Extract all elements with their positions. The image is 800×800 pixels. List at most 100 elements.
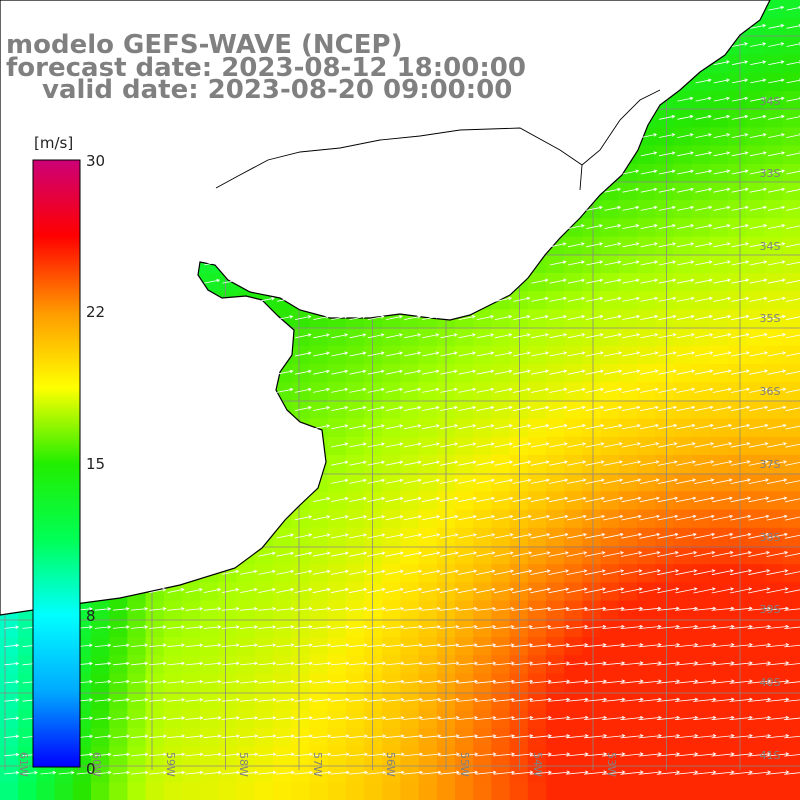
wind-arrow bbox=[768, 114, 785, 120]
wind-arrow bbox=[658, 351, 677, 357]
wind-arrow bbox=[639, 532, 661, 539]
wind-arrow bbox=[349, 369, 367, 375]
wind-arrow bbox=[167, 643, 185, 648]
wind-arrow bbox=[584, 606, 607, 611]
wind-arrow bbox=[367, 587, 386, 594]
wind-arrow bbox=[711, 679, 735, 684]
lat-label: 33S bbox=[760, 167, 781, 180]
wind-arrow bbox=[203, 625, 222, 629]
wind-arrow bbox=[731, 169, 749, 175]
wind-arrow bbox=[766, 478, 788, 484]
wind-arrow bbox=[530, 496, 551, 503]
wind-arrow bbox=[258, 679, 277, 684]
wind-arrow bbox=[366, 716, 387, 720]
wind-arrow bbox=[403, 460, 422, 466]
wind-arrow bbox=[422, 424, 440, 430]
wind-arrow bbox=[604, 260, 622, 266]
wind-arrow bbox=[439, 625, 460, 629]
wind-arrow bbox=[674, 624, 699, 629]
wind-arrow bbox=[694, 369, 714, 375]
wind-arrow bbox=[586, 260, 604, 266]
wind-arrow bbox=[458, 315, 476, 320]
wind-arrow bbox=[786, 242, 800, 248]
wind-arrow bbox=[385, 515, 404, 521]
wind-arrow bbox=[695, 260, 713, 266]
wind-arrow bbox=[403, 424, 422, 430]
wind-arrow bbox=[457, 643, 478, 648]
wind-arrow bbox=[404, 369, 422, 375]
wind-arrow bbox=[4, 716, 20, 721]
wind-arrow bbox=[94, 625, 112, 629]
wind-cell bbox=[200, 782, 219, 800]
wind-arrow bbox=[312, 625, 332, 629]
wind-arrow bbox=[313, 424, 331, 430]
wind-arrow bbox=[422, 406, 440, 411]
wind-arrow bbox=[694, 442, 715, 448]
wind-arrow bbox=[494, 496, 514, 503]
wind-arrow bbox=[367, 369, 385, 375]
wind-arrow bbox=[239, 625, 258, 629]
wind-arrow bbox=[548, 624, 570, 629]
wind-arrow bbox=[422, 315, 440, 320]
wind-arrow bbox=[149, 625, 167, 629]
wind-arrow bbox=[603, 333, 622, 339]
wind-arrow bbox=[731, 369, 750, 375]
wind-arrow bbox=[130, 752, 149, 757]
wind-arrow bbox=[785, 425, 800, 430]
wind-arrow bbox=[604, 187, 622, 193]
wind-arrow bbox=[638, 624, 662, 629]
wind-cell bbox=[582, 782, 602, 800]
wind-arrow bbox=[367, 569, 386, 575]
wind-arrow bbox=[276, 569, 295, 575]
wind-arrow bbox=[622, 224, 640, 229]
wind-arrow bbox=[422, 351, 440, 357]
wind-arrow bbox=[586, 242, 603, 248]
wind-arrow bbox=[294, 587, 313, 593]
wind-arrow bbox=[731, 187, 749, 193]
wind-arrow bbox=[549, 405, 568, 412]
wind-arrow bbox=[494, 569, 514, 575]
wind-arrow bbox=[784, 663, 800, 666]
wind-arrow bbox=[221, 625, 240, 629]
wind-arrow bbox=[768, 60, 785, 66]
wind-arrow bbox=[732, 42, 749, 47]
wind-arrow bbox=[403, 406, 422, 411]
wind-arrow bbox=[476, 442, 495, 448]
wind-arrow bbox=[767, 369, 787, 375]
wind-arrow bbox=[367, 315, 385, 320]
wind-arrow bbox=[749, 296, 768, 302]
wind-arrow bbox=[94, 752, 112, 757]
wind-arrow bbox=[658, 169, 676, 175]
wind-arrow bbox=[167, 734, 186, 739]
wind-arrow bbox=[475, 679, 497, 684]
wind-arrow bbox=[348, 697, 368, 702]
wind-arrow bbox=[258, 551, 276, 557]
wind-arrow bbox=[367, 533, 386, 539]
lon-label: 57W bbox=[311, 752, 324, 777]
wind-arrow bbox=[566, 587, 588, 594]
wind-arrow bbox=[294, 351, 312, 357]
wind-arrow bbox=[385, 478, 404, 484]
wind-arrow bbox=[731, 96, 749, 102]
wind-arrow bbox=[130, 698, 149, 702]
wind-arrow bbox=[603, 424, 623, 430]
wind-arrow bbox=[767, 242, 786, 248]
wind-arrow bbox=[529, 734, 552, 739]
wind-arrow bbox=[604, 224, 622, 229]
wind-arrow bbox=[94, 716, 112, 720]
wind-arrow bbox=[294, 607, 313, 611]
wind-cell bbox=[673, 782, 693, 800]
wind-arrow bbox=[440, 424, 459, 430]
wind-arrow bbox=[221, 734, 240, 739]
wind-arrow bbox=[476, 478, 495, 484]
wind-arrow bbox=[622, 187, 640, 193]
wind-arrow bbox=[440, 405, 458, 411]
wind-arrow bbox=[620, 569, 643, 576]
wind-arrow bbox=[567, 424, 586, 430]
wind-arrow bbox=[603, 442, 623, 448]
wind-arrow bbox=[567, 333, 586, 339]
wind-arrow bbox=[185, 698, 204, 702]
wind-arrow bbox=[748, 532, 770, 539]
wind-arrow bbox=[531, 405, 550, 412]
wind-arrow bbox=[766, 551, 789, 557]
